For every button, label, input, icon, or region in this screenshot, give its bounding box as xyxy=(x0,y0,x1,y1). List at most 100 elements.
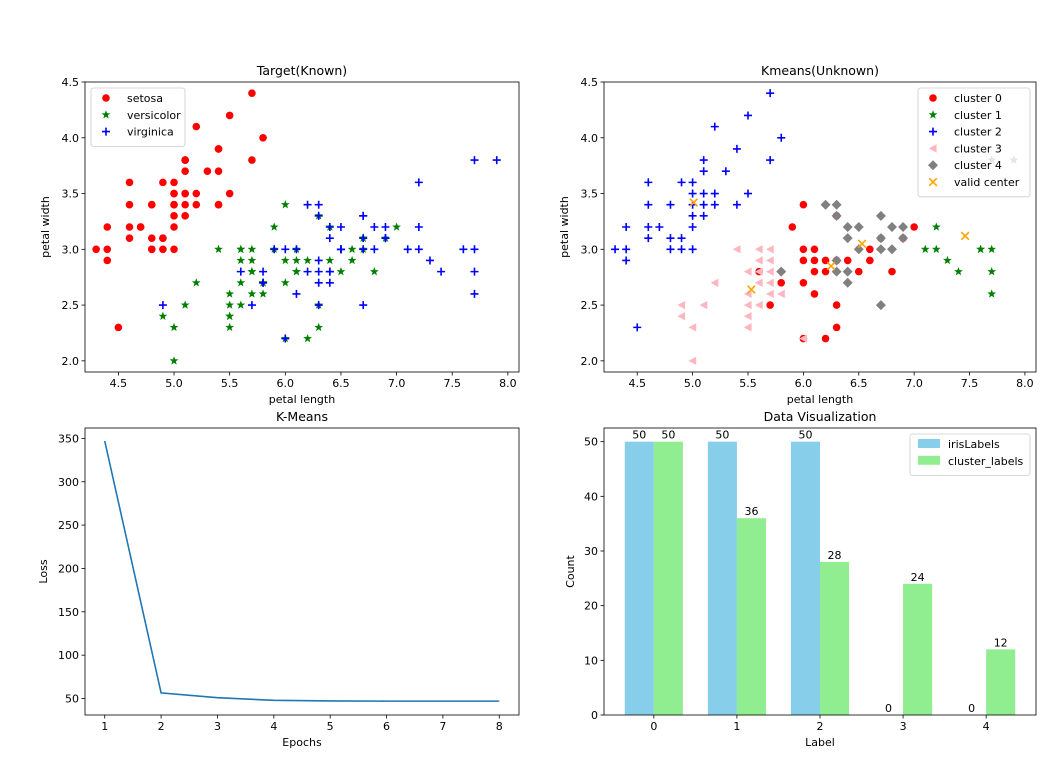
legend-swatch-irislabels xyxy=(918,439,940,448)
point-cluster-2 xyxy=(688,223,697,231)
point-setosa xyxy=(192,200,201,209)
point-cluster-3 xyxy=(699,300,708,310)
legend: cluster 0 cluster 1 cluster 2 cluster 3 clus… xyxy=(917,87,1031,198)
point-setosa xyxy=(159,234,167,242)
point-setosa xyxy=(170,245,178,254)
point-cluster-2 xyxy=(699,189,708,198)
point-setosa xyxy=(214,200,223,209)
bar-value-label: 50 xyxy=(798,429,812,442)
y-tick-label: 2.5 xyxy=(581,299,599,312)
point-setosa xyxy=(181,167,189,176)
y-tick-label: 3.5 xyxy=(581,188,599,201)
x-tick-label: 6.0 xyxy=(795,377,813,390)
x-tick-label: 6.0 xyxy=(277,377,295,390)
legend-marker-cluster-2 xyxy=(929,127,937,136)
point-virginica xyxy=(236,267,245,276)
point-versicolor xyxy=(214,244,223,254)
point-versicolor xyxy=(303,333,312,343)
point-cluster-2 xyxy=(744,111,752,120)
bar-irislabels xyxy=(790,441,820,715)
point-virginica xyxy=(314,211,323,220)
point-cluster-2 xyxy=(666,245,675,254)
x-tick-label: 7.0 xyxy=(905,377,923,390)
point-cluster-0 xyxy=(810,267,819,276)
point-versicolor xyxy=(347,255,357,265)
point-setosa xyxy=(147,245,156,254)
point-cluster-4 xyxy=(875,244,886,255)
point-cluster-0 xyxy=(866,256,874,265)
x-tick-label: 1 xyxy=(101,720,108,733)
point-virginica xyxy=(259,278,268,287)
point-cluster-3 xyxy=(754,267,763,276)
legend-frame xyxy=(917,87,1031,198)
legend: irisLabels cluster_labels xyxy=(909,433,1031,476)
chart-title: Data Visualization xyxy=(764,409,877,424)
y-tick-label: 50 xyxy=(65,693,79,706)
y-tick-label: 4.5 xyxy=(581,76,599,89)
y-tick-label: 30 xyxy=(584,545,598,558)
series-cluster-3 xyxy=(677,245,807,366)
point-cluster-2 xyxy=(622,256,631,265)
point-virginica xyxy=(359,301,368,310)
legend-marker-cluster-1 xyxy=(928,110,938,119)
point-cluster-2 xyxy=(622,223,631,231)
y-tick-label: 350 xyxy=(58,432,79,445)
point-setosa xyxy=(125,223,134,231)
legend-frame xyxy=(90,87,186,147)
y-tick-label: 2.0 xyxy=(62,355,80,368)
point-cluster-3 xyxy=(688,323,697,332)
point-cluster-4 xyxy=(887,244,897,255)
point-setosa xyxy=(248,156,256,164)
x-tick-label: 2 xyxy=(158,720,165,733)
point-versicolor xyxy=(169,356,179,365)
point-cluster-2 xyxy=(644,223,653,231)
point-setosa xyxy=(214,167,223,176)
point-cluster-2 xyxy=(644,234,653,243)
point-versicolor xyxy=(247,244,257,254)
point-cluster-4 xyxy=(875,210,886,221)
point-cluster-3 xyxy=(765,256,774,265)
point-setosa xyxy=(181,200,189,209)
x-tick-label: 6.5 xyxy=(850,377,868,390)
point-versicolor xyxy=(336,267,346,276)
legend-label-cluster-1: cluster 1 xyxy=(954,109,1002,122)
legend-label-irislabels: irisLabels xyxy=(948,438,1000,451)
point-cluster-2 xyxy=(655,223,664,231)
point-setosa xyxy=(170,212,178,220)
point-cluster-4 xyxy=(842,266,853,277)
point-cluster-0 xyxy=(799,278,808,287)
point-setosa xyxy=(136,223,145,231)
point-versicolor xyxy=(236,255,246,265)
point-cluster-2 xyxy=(688,211,697,220)
legend-label-valid-center: valid center xyxy=(954,176,1020,189)
point-virginica xyxy=(292,245,301,254)
point-versicolor xyxy=(225,289,235,298)
series-setosa xyxy=(92,89,267,332)
point-cluster-4 xyxy=(898,222,909,232)
x-tick-label: 4.5 xyxy=(628,377,646,390)
axes-kmeans-unknown: Kmeans(Unknown) 4.5 5.0 5.5 6.0 6.5 7.0 7.5 8.0 2… xyxy=(558,63,1037,406)
point-cluster-1 xyxy=(931,244,941,254)
bar-cluster-labels xyxy=(986,649,1016,715)
point-cluster-3 xyxy=(743,267,752,276)
point-cluster-2 xyxy=(666,234,675,243)
point-setosa xyxy=(103,256,112,265)
x-tick-label: 0 xyxy=(650,720,657,733)
point-versicolor xyxy=(325,255,335,265)
point-cluster-1 xyxy=(954,267,963,276)
point-cluster-1 xyxy=(976,244,985,254)
point-virginica xyxy=(425,256,434,265)
series-cluster-4 xyxy=(776,199,909,311)
point-virginica xyxy=(325,223,334,231)
point-cluster-0 xyxy=(866,245,874,254)
point-virginica xyxy=(314,267,323,276)
point-virginica xyxy=(470,156,479,165)
x-tick-label: 5 xyxy=(327,720,334,733)
point-virginica xyxy=(270,245,279,254)
point-cluster-0 xyxy=(810,290,819,298)
y-tick-label: 40 xyxy=(584,490,598,503)
point-cluster-2 xyxy=(777,133,786,142)
point-setosa xyxy=(225,189,234,198)
x-tick-label: 3 xyxy=(214,720,221,733)
